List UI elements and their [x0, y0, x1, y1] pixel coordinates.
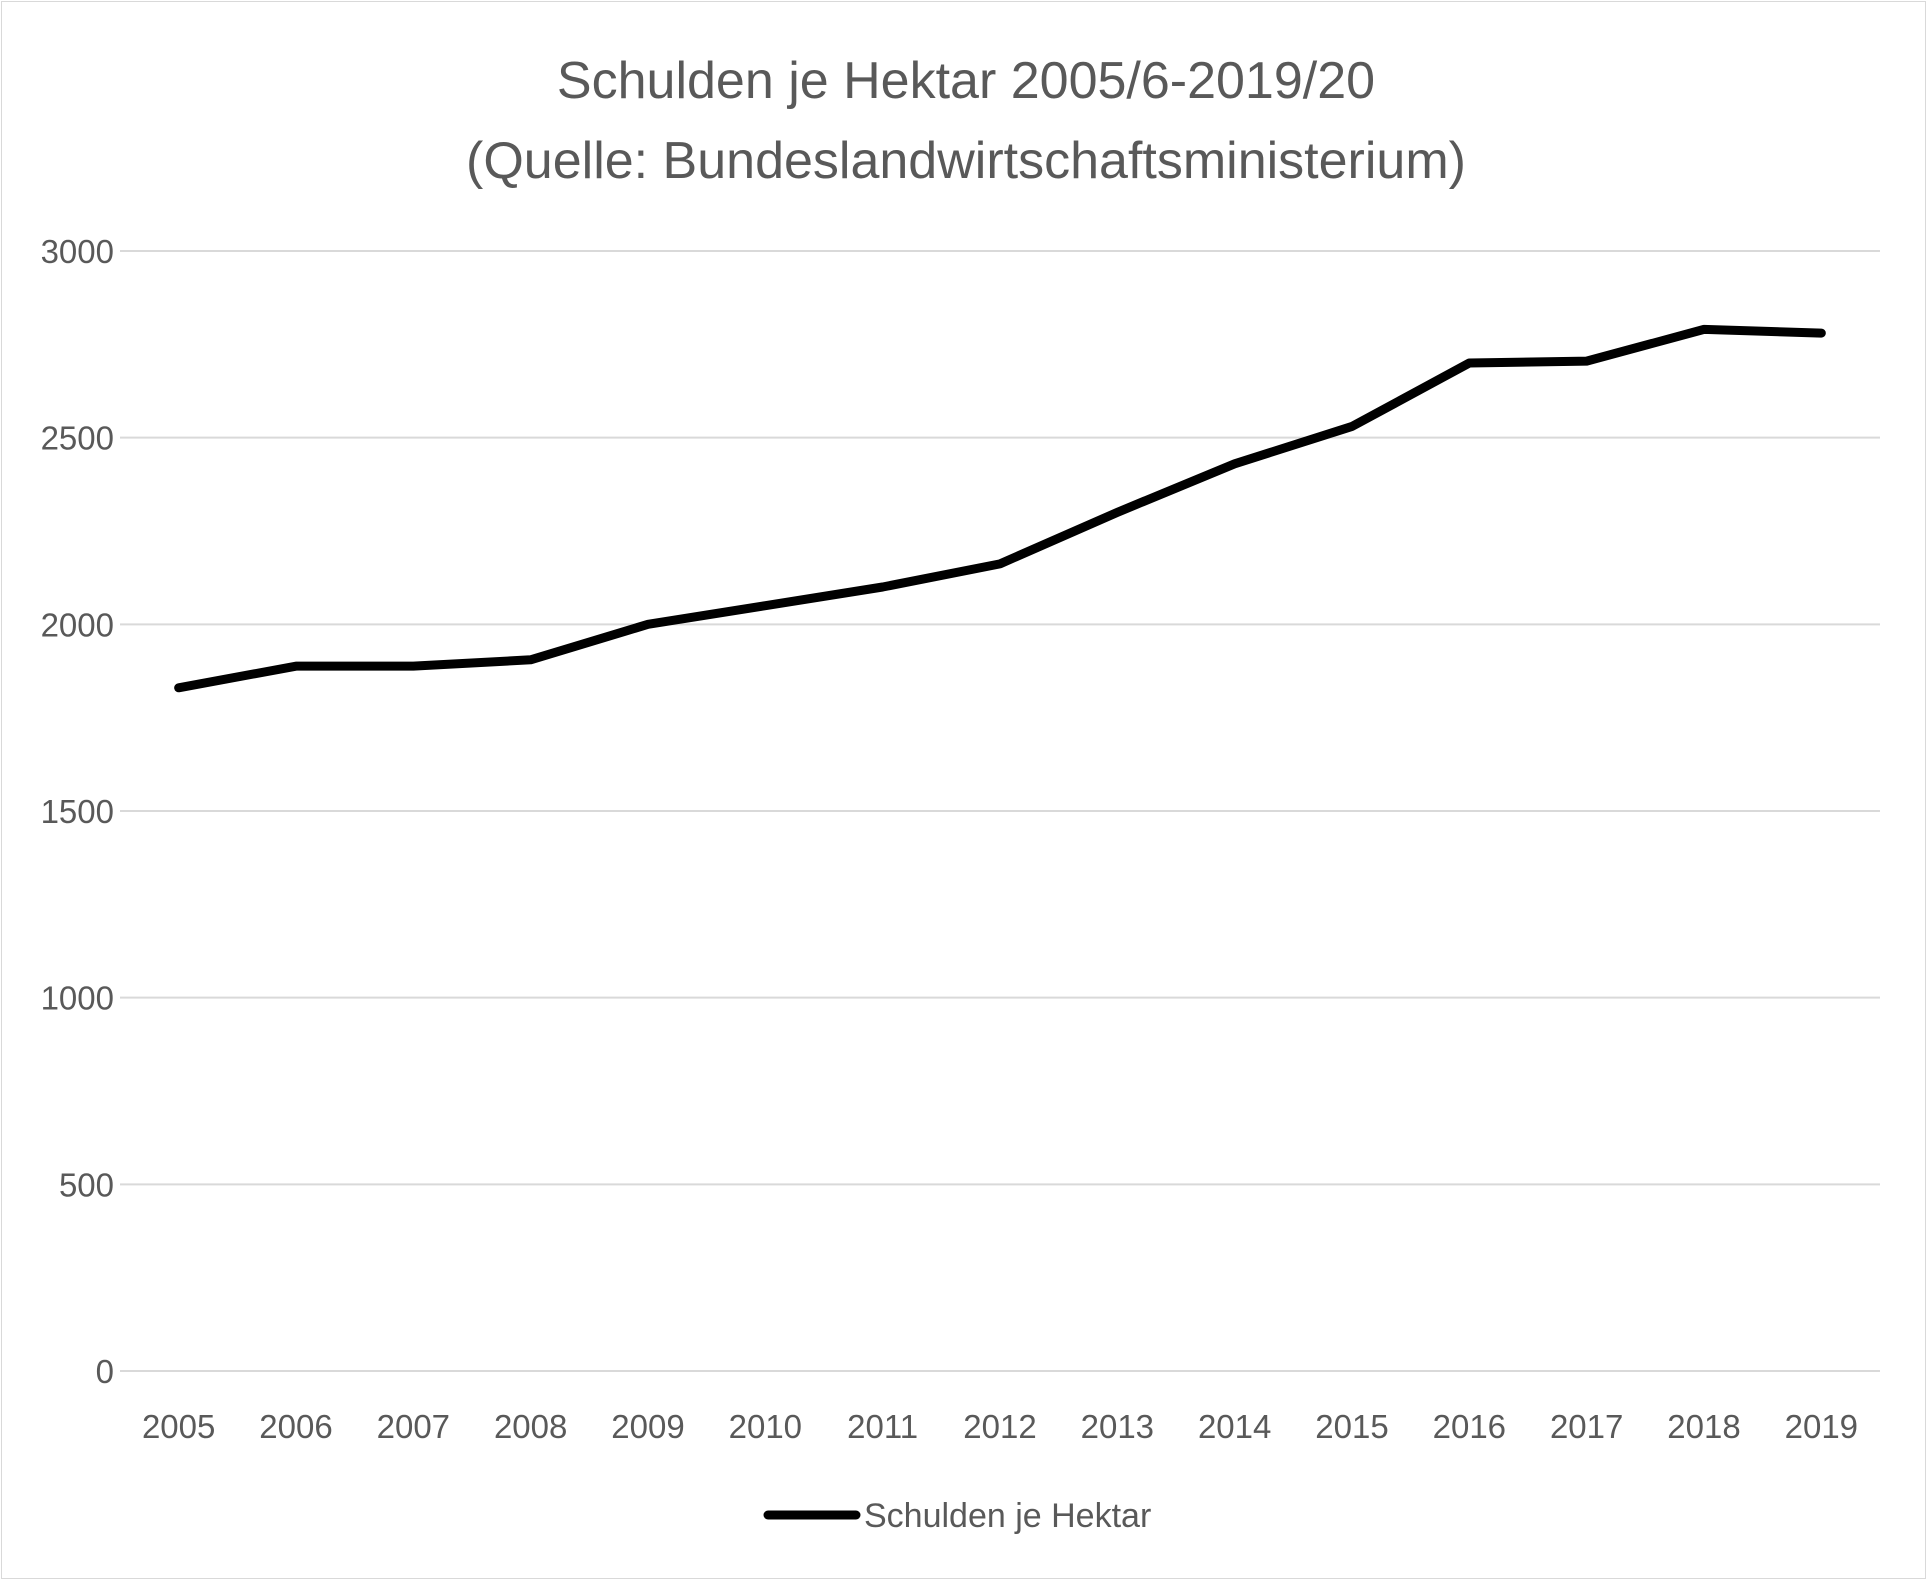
x-tick-label: 2018	[1667, 1408, 1740, 1445]
y-tick-label: 2000	[41, 606, 114, 643]
y-tick-label: 500	[59, 1166, 114, 1203]
x-tick-label: 2005	[142, 1408, 215, 1445]
x-axis-ticks: 2005 2006 2007 2008 2009 2010 2011 2012 2013 2014…	[142, 1408, 1858, 1445]
x-tick-label: 2008	[494, 1408, 567, 1445]
y-tick-label: 0	[96, 1353, 114, 1390]
chart-subtitle: (Quelle: Bundeslandwirtschaftsministeriu…	[466, 132, 1466, 190]
gridlines	[120, 250, 1880, 1372]
x-tick-label: 2015	[1315, 1408, 1388, 1445]
x-tick-label: 2009	[611, 1408, 684, 1445]
x-tick-label: 2007	[377, 1408, 450, 1445]
legend-label: Schulden je Hektar	[864, 1497, 1151, 1535]
x-tick-label: 2017	[1550, 1408, 1623, 1445]
chart-title: Schulden je Hektar 2005/6-2019/20	[557, 52, 1375, 110]
x-tick-label: 2016	[1433, 1408, 1506, 1445]
y-tick-label: 1000	[41, 980, 114, 1017]
x-tick-label: 2010	[729, 1408, 802, 1445]
y-tick-label: 1500	[41, 793, 114, 830]
legend: Schulden je Hektar	[763, 1497, 1151, 1535]
x-tick-label: 2012	[963, 1408, 1036, 1445]
series-line	[174, 324, 1826, 693]
x-tick-label: 2013	[1081, 1408, 1154, 1445]
y-tick-label: 3000	[41, 233, 114, 270]
x-tick-label: 2011	[847, 1408, 918, 1445]
y-axis-ticks: 0 500 1000 1500 2000 2500 3000	[41, 233, 114, 1390]
series-lines	[174, 324, 1826, 693]
y-tick-label: 2500	[41, 420, 114, 457]
x-tick-label: 2006	[259, 1408, 332, 1445]
x-tick-label: 2019	[1785, 1408, 1858, 1445]
x-tick-label: 2014	[1198, 1408, 1271, 1445]
